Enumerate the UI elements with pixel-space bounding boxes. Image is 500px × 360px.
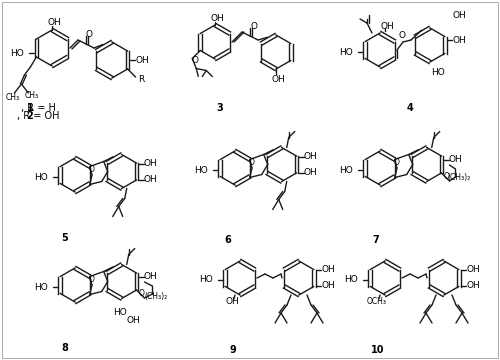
Text: OH: OH	[380, 22, 394, 31]
Text: (CH₃)₂: (CH₃)₂	[145, 292, 168, 301]
Text: HO: HO	[200, 275, 213, 284]
Text: O: O	[89, 275, 94, 284]
Text: HO: HO	[10, 49, 24, 58]
Text: OCH₃: OCH₃	[367, 297, 387, 306]
Text: HO: HO	[113, 308, 126, 317]
Text: OH: OH	[449, 155, 462, 164]
Text: 8: 8	[62, 343, 68, 353]
Text: OH: OH	[47, 18, 61, 27]
Text: , R = H: , R = H	[20, 103, 56, 113]
Text: 6: 6	[224, 235, 232, 245]
Text: (CH₃)₂: (CH₃)₂	[448, 172, 471, 181]
Text: HO: HO	[194, 166, 208, 175]
Text: HO: HO	[339, 166, 353, 175]
Text: O: O	[398, 31, 406, 40]
Text: 2: 2	[26, 111, 34, 121]
Text: R: R	[138, 75, 144, 84]
Text: O: O	[138, 288, 144, 297]
Text: O: O	[86, 30, 92, 39]
Text: OH: OH	[210, 14, 224, 23]
Text: 4: 4	[406, 103, 414, 113]
Text: O: O	[249, 158, 254, 167]
Text: OH: OH	[304, 168, 318, 177]
Text: HO: HO	[34, 172, 48, 181]
Text: OH: OH	[144, 159, 158, 168]
Text: HO: HO	[34, 283, 48, 292]
Text: O: O	[250, 22, 258, 31]
Text: HO: HO	[344, 275, 358, 284]
Text: HO: HO	[339, 48, 353, 57]
Text: O: O	[89, 165, 94, 174]
Text: OH: OH	[135, 55, 149, 64]
Text: HO: HO	[431, 68, 445, 77]
Text: OH: OH	[466, 266, 480, 275]
Text: 7: 7	[372, 235, 380, 245]
Text: OH: OH	[225, 297, 239, 306]
Text: OH: OH	[466, 282, 480, 291]
Text: , R = OH: , R = OH	[17, 111, 59, 121]
Text: OH: OH	[452, 36, 466, 45]
Text: OH: OH	[321, 282, 335, 291]
Text: O: O	[394, 158, 400, 167]
Text: OH: OH	[304, 152, 318, 161]
Text: 5: 5	[62, 233, 68, 243]
Text: OH: OH	[144, 175, 158, 184]
Text: 1: 1	[26, 103, 34, 113]
Text: OH: OH	[321, 266, 335, 275]
Text: 9: 9	[230, 345, 236, 355]
Text: 3: 3	[216, 103, 224, 113]
Text: OH: OH	[144, 272, 158, 281]
Text: CH₃: CH₃	[24, 90, 38, 99]
Text: CH₃: CH₃	[6, 93, 20, 102]
Text: O: O	[192, 56, 199, 65]
Text: OH: OH	[271, 75, 285, 84]
Text: OH: OH	[127, 316, 140, 325]
Text: O: O	[444, 171, 450, 180]
Text: OH: OH	[452, 10, 466, 19]
Text: 10: 10	[371, 345, 385, 355]
